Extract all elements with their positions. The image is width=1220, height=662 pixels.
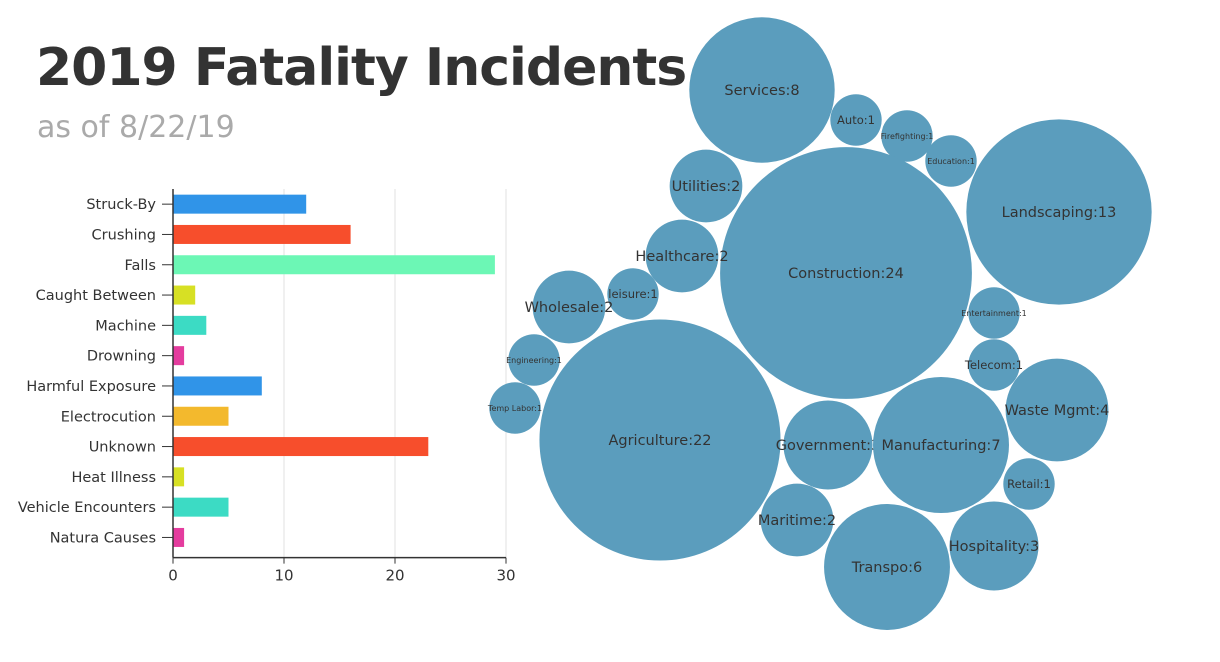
bar-falls: [173, 255, 495, 275]
x-tick-label: 20: [385, 567, 404, 585]
y-tick-label: Vehicle Encounters: [18, 500, 156, 516]
bubble-label: leisure:1: [608, 287, 658, 301]
bar-drowning: [173, 346, 185, 366]
y-tick-label: Harmful Exposure: [26, 379, 156, 395]
bubble-education: [925, 135, 977, 187]
bar-heat-illness: [173, 467, 185, 487]
bar-caught-between: [173, 285, 196, 305]
bubble-government: [783, 400, 873, 490]
bar-natura-causes: [173, 527, 185, 547]
bubble-utilities: [669, 149, 743, 223]
bubble-label: Waste Mgmt:4: [1005, 403, 1110, 419]
page-subtitle: as of 8/22/19: [37, 110, 235, 145]
bubble-label: Retail:1: [1007, 477, 1051, 491]
bubble-label: Construction:24: [788, 266, 904, 282]
bubble-agriculture: [539, 319, 781, 561]
bubble-label: Entertainment:1: [961, 309, 1027, 318]
y-tick-label: Electrocution: [61, 409, 156, 425]
bubble-label: Healthcare:2: [635, 249, 728, 265]
page-title: 2019 Fatality Incidents: [36, 38, 687, 98]
y-tick-label: Natura Causes: [50, 530, 156, 546]
bubble-label: Maritime:2: [758, 513, 836, 529]
y-tick-label: Caught Between: [36, 288, 156, 304]
bar-vehicle-encounters: [173, 497, 229, 517]
bubble-manufacturing: [873, 377, 1009, 513]
bubble-landscaping: [966, 119, 1152, 305]
bubble-label: Engineering:1: [506, 356, 562, 365]
bubble-label: Government:3: [776, 438, 881, 454]
bubble-label: Temp Labor:1: [487, 404, 542, 413]
y-tick-label: Crushing: [92, 227, 156, 243]
bubble-label: Education:1: [927, 157, 975, 166]
bubble-services: [689, 17, 835, 163]
bar-machine: [173, 315, 207, 335]
bubble-temp-labor: [489, 382, 541, 434]
bubble-wholesale: [532, 270, 606, 344]
bubble-label: Transpo:6: [851, 560, 923, 576]
bubble-label: Utilities:2: [672, 179, 741, 195]
bubble-retail: [1003, 458, 1055, 510]
bubble-maritime: [760, 483, 834, 557]
y-tick-label: Machine: [95, 318, 156, 334]
bubble-label: Firefighting:1: [881, 132, 934, 141]
bubble-construction: [720, 147, 972, 399]
x-tick-label: 30: [496, 567, 515, 585]
bubble-hospitality: [949, 501, 1039, 591]
y-tick-label: Struck-By: [86, 197, 156, 213]
bar-harmful-exposure: [173, 376, 262, 396]
bubble-label: Wholesale:2: [525, 300, 614, 316]
bar-unknown: [173, 437, 429, 457]
bubble-entertainment: [968, 287, 1020, 339]
bubble-label: Services:8: [724, 83, 799, 99]
bubble-label: Hospitality:3: [949, 539, 1040, 555]
bubble-label: Landscaping:13: [1002, 205, 1117, 221]
x-tick-label: 0: [168, 567, 178, 585]
x-tick-label: 10: [274, 567, 293, 585]
bubble-firefighting: [881, 110, 933, 162]
y-tick-label: Heat Illness: [71, 470, 156, 486]
y-tick-label: Drowning: [87, 349, 156, 365]
bubble-waste-mgmt: [1005, 358, 1109, 462]
bubble-telecom: [968, 339, 1020, 391]
bubble-engineering: [508, 334, 560, 386]
bubble-label: Manufacturing:7: [881, 438, 1000, 454]
y-tick-label: Unknown: [89, 440, 156, 456]
bubble-transpo: [824, 504, 950, 630]
bubble-auto: [830, 94, 882, 146]
bar-crushing: [173, 224, 351, 244]
bubble-healthcare: [645, 219, 719, 293]
bubble-label: Telecom:1: [964, 358, 1023, 372]
y-tick-label: Falls: [124, 258, 156, 274]
bubble-label: Auto:1: [837, 113, 875, 127]
bar-struck-by: [173, 194, 307, 214]
bar-electrocution: [173, 406, 229, 426]
bubble-leisure: [607, 268, 659, 320]
bubble-label: Agriculture:22: [608, 433, 711, 449]
